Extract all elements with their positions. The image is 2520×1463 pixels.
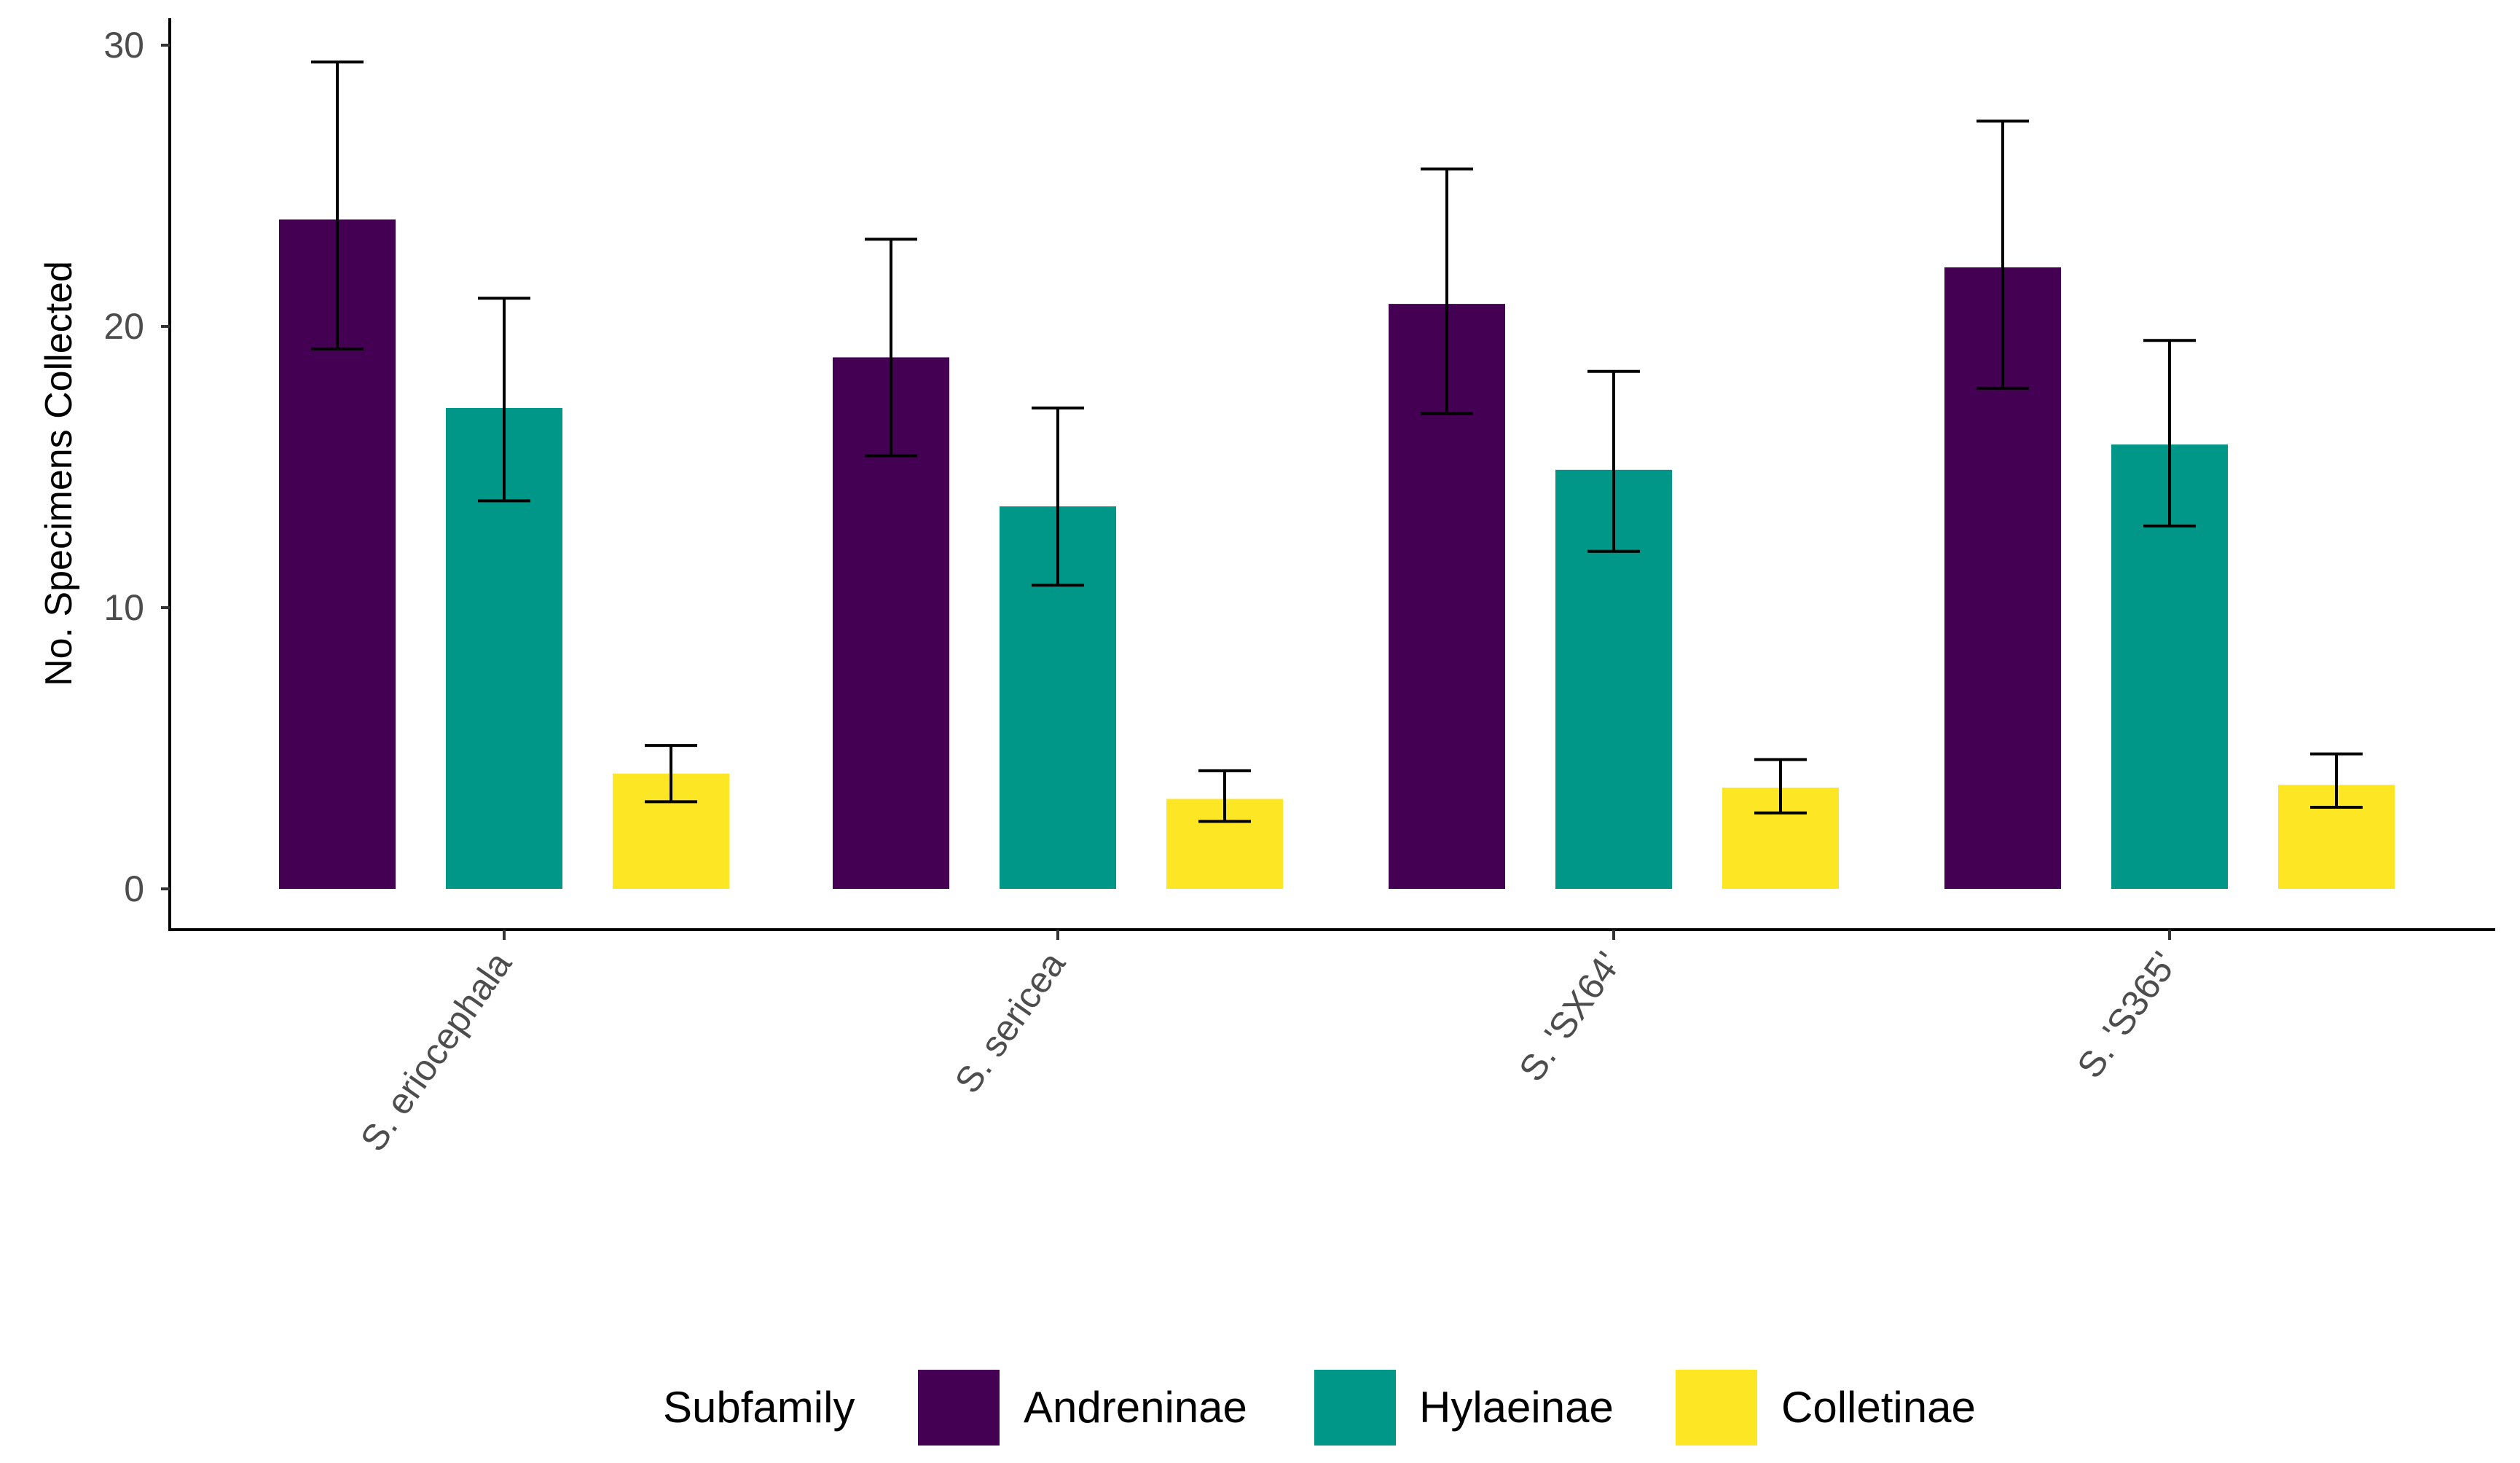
x-tick-label: S. 'SX64' (1511, 944, 1629, 1089)
y-tick-label: 30 (103, 25, 144, 66)
y-tick-label: 20 (103, 306, 144, 347)
error-bars-layer (311, 60, 2363, 823)
legend: Subfamily Andreninae Hylaeinae Colletinae (663, 1370, 1976, 1446)
bars-layer (279, 219, 2395, 890)
legend-label-andreninae: Andreninae (1024, 1383, 1247, 1432)
legend-key-colletinae (1676, 1370, 1757, 1446)
legend-key-andreninae (918, 1370, 1000, 1446)
legend-title: Subfamily (663, 1383, 855, 1432)
x-ticks-layer: S. eriocephala S. sericea S. 'SX64' S. 'S36… (353, 930, 2185, 1158)
x-tick-label: S. sericea (947, 944, 1073, 1100)
legend-key-hylaeinae (1314, 1370, 1396, 1446)
x-tick-label: S. 'S365' (2069, 944, 2185, 1085)
legend-label-colletinae: Colletinae (1781, 1383, 1976, 1432)
axes-layer (168, 18, 2495, 931)
x-tick-label: S. eriocephala (353, 944, 519, 1158)
y-axis-title: No. Specimens Collected (38, 261, 80, 686)
legend-label-hylaeinae: Hylaeinae (1419, 1383, 1614, 1432)
y-tick-label: 10 (103, 587, 144, 628)
y-tick-label: 0 (124, 868, 144, 909)
y-ticks-layer: 0 10 20 30 (103, 25, 170, 909)
